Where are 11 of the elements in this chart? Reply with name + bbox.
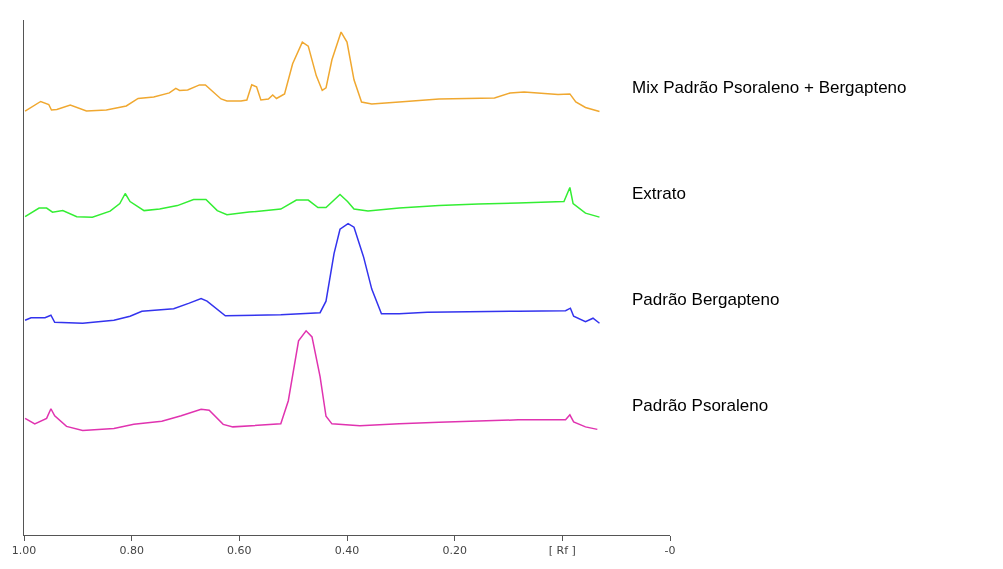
text: Padrão Bergapteno	[632, 290, 780, 309]
x-tick-label: 0.40	[334, 544, 360, 558]
x-tick-label: 0.80	[119, 544, 144, 558]
x-tick-label: 0.60	[227, 544, 252, 558]
text: Padrão Psoraleno	[632, 396, 769, 415]
x-tick-label: -0	[664, 544, 676, 558]
x-tick-label: [ Rf ]	[548, 544, 576, 558]
x-tick-label: 1.00	[11, 544, 37, 558]
text: Mix Padrão Psoraleno + Bergapteno	[632, 78, 907, 97]
x-tick-label: 0.20	[442, 544, 467, 558]
text: Extrato	[632, 184, 686, 203]
